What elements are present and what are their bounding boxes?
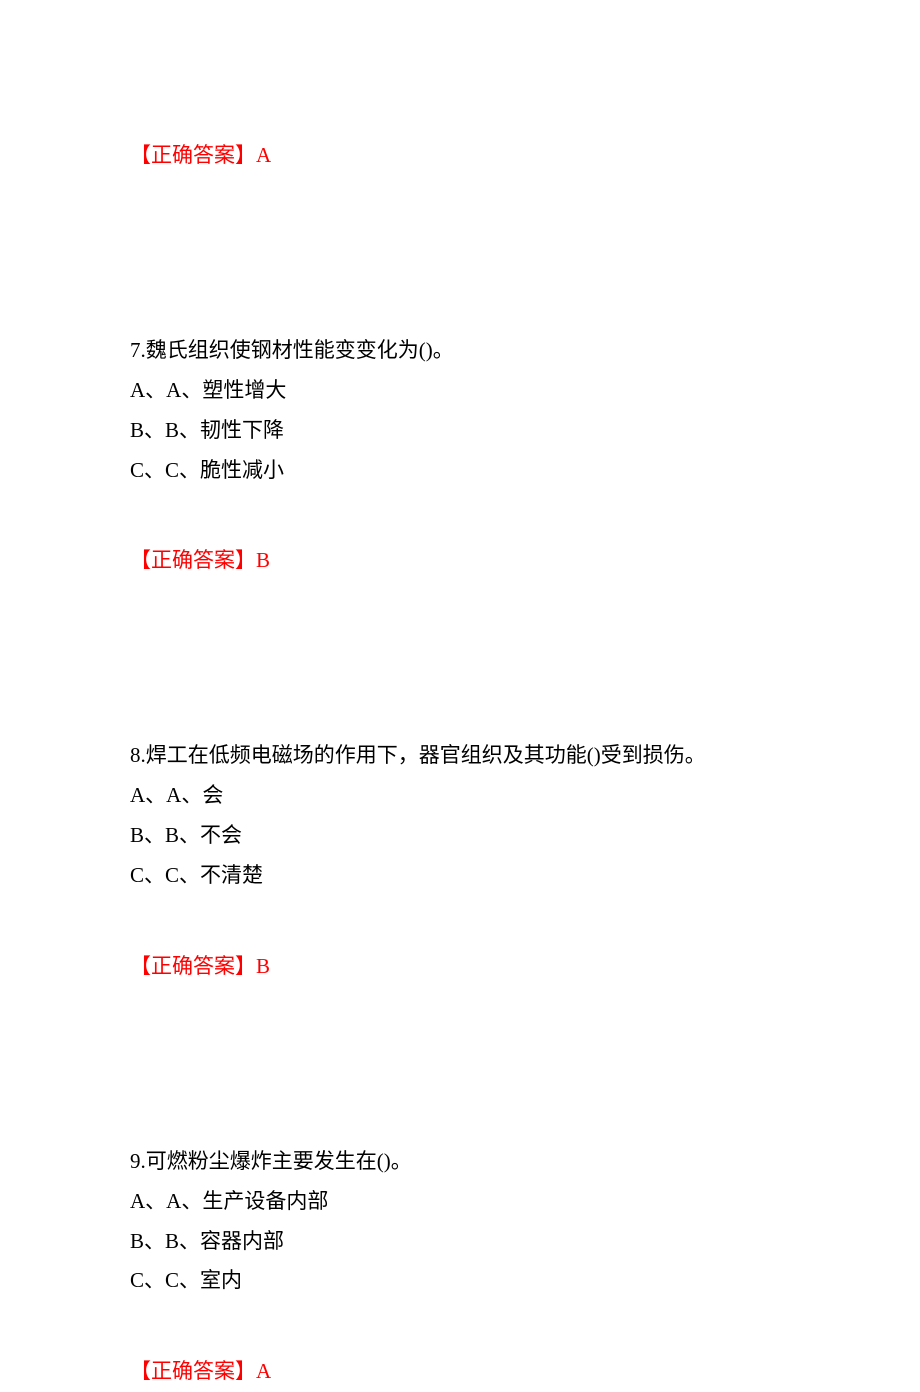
answer-label: 【正确答案】: [130, 954, 256, 978]
q8-option-c: C、C、不清楚: [130, 856, 790, 896]
spacer: [130, 490, 790, 520]
answer-q7: 【正确答案】B: [130, 541, 790, 581]
spacer: [130, 896, 790, 926]
question-body: 焊工在低频电磁场的作用下，器官组织及其功能()受到损伤。: [146, 743, 706, 767]
answer-label: 【正确答案】: [130, 1359, 256, 1383]
q7-option-b: B、B、韧性下降: [130, 411, 790, 451]
answer-q9: 【正确答案】A: [130, 1352, 790, 1392]
answer-label: 【正确答案】: [130, 548, 256, 572]
q9-option-b: B、B、容器内部: [130, 1222, 790, 1262]
question-8-text: 8.焊工在低频电磁场的作用下，器官组织及其功能()受到损伤。: [130, 736, 790, 776]
question-body: 魏氏组织使钢材性能变变化为()。: [146, 338, 454, 362]
spacer: [130, 1301, 790, 1331]
question-7-block: 7.魏氏组织使钢材性能变变化为()。 A、A、塑性增大 B、B、韧性下降 C、C…: [130, 331, 790, 581]
q8-option-b: B、B、不会: [130, 816, 790, 856]
answer-value: B: [256, 954, 270, 978]
answer-value: B: [256, 548, 270, 572]
question-9-block: 9.可燃粉尘爆炸主要发生在()。 A、A、生产设备内部 B、B、容器内部 C、C…: [130, 1142, 790, 1392]
answer-value: A: [256, 1359, 271, 1383]
question-body: 可燃粉尘爆炸主要发生在()。: [146, 1149, 412, 1173]
answer-label: 【正确答案】: [130, 143, 256, 167]
question-number: 7.: [130, 338, 146, 362]
q9-option-a: A、A、生产设备内部: [130, 1182, 790, 1222]
q8-option-a: A、A、会: [130, 776, 790, 816]
answer-q8: 【正确答案】B: [130, 947, 790, 987]
document-page: 【正确答案】A 7.魏氏组织使钢材性能变变化为()。 A、A、塑性增大 B、B、…: [0, 0, 920, 1392]
question-8-block: 8.焊工在低频电磁场的作用下，器官组织及其功能()受到损伤。 A、A、会 B、B…: [130, 736, 790, 986]
question-7-text: 7.魏氏组织使钢材性能变变化为()。: [130, 331, 790, 371]
q7-option-c: C、C、脆性减小: [130, 451, 790, 491]
question-number: 8.: [130, 743, 146, 767]
answer-value: A: [256, 143, 271, 167]
q7-option-a: A、A、塑性增大: [130, 371, 790, 411]
answer-q6: 【正确答案】A: [130, 136, 790, 176]
q9-option-c: C、C、室内: [130, 1261, 790, 1301]
question-9-text: 9.可燃粉尘爆炸主要发生在()。: [130, 1142, 790, 1182]
question-number: 9.: [130, 1149, 146, 1173]
